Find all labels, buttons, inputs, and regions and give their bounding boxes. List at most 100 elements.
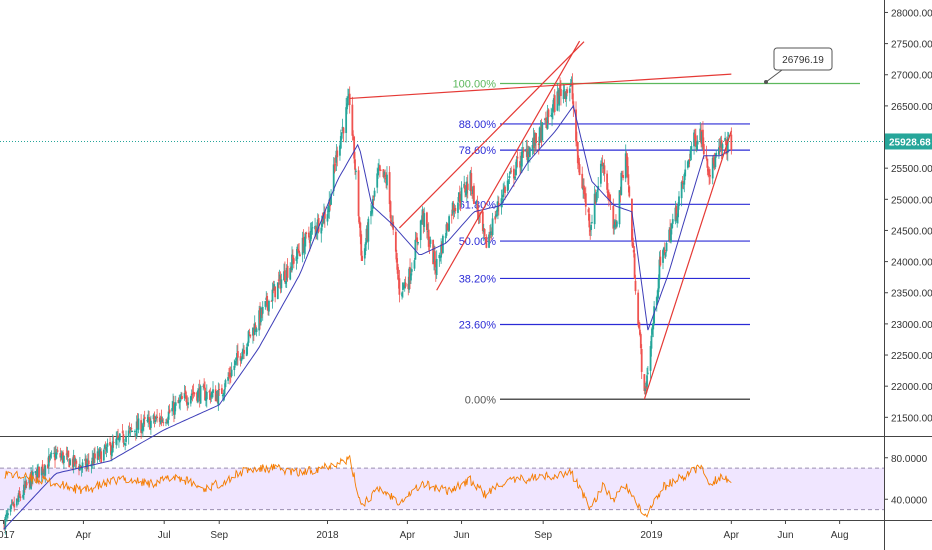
candle-body xyxy=(513,177,516,179)
candle-body xyxy=(665,242,668,252)
candle-body xyxy=(383,171,386,177)
candle-body xyxy=(559,84,561,90)
candle-body xyxy=(102,449,105,461)
candle-body xyxy=(708,169,711,176)
candle-body xyxy=(12,502,15,504)
candle-body xyxy=(336,150,339,158)
time-tick-label: Apr xyxy=(76,530,92,541)
candle-body xyxy=(156,416,158,418)
candle-body xyxy=(680,181,683,199)
candle-body xyxy=(141,425,144,431)
candle-body xyxy=(359,222,362,237)
candle-body xyxy=(709,175,711,177)
candle-body xyxy=(38,466,40,478)
candle-body xyxy=(10,504,13,506)
candle-body xyxy=(130,427,133,430)
candle-body xyxy=(639,329,641,335)
candle-body xyxy=(192,391,195,394)
candle-body xyxy=(603,165,606,174)
price-callout-pointer xyxy=(765,69,783,83)
trendline[interactable] xyxy=(643,130,732,400)
candle-body xyxy=(233,365,236,371)
candle-body xyxy=(122,434,125,443)
candle-body xyxy=(347,97,349,106)
candle-body xyxy=(274,286,277,298)
candle-body xyxy=(55,452,57,459)
candle-body xyxy=(653,306,656,324)
candle-body xyxy=(583,185,585,195)
candle-body xyxy=(118,433,121,441)
candle-body xyxy=(599,163,602,184)
candle-body xyxy=(483,228,486,237)
candle-body xyxy=(289,267,292,280)
candle-body xyxy=(248,332,251,334)
candle-body xyxy=(134,431,136,433)
candle-body xyxy=(224,380,227,388)
candle-body xyxy=(303,243,306,253)
candle-body xyxy=(204,387,206,401)
trendlines[interactable] xyxy=(349,40,732,400)
candle-body xyxy=(310,228,313,233)
candle-body xyxy=(658,259,661,280)
trendline[interactable] xyxy=(398,41,585,229)
candle-body xyxy=(291,257,294,259)
candle-body xyxy=(131,430,134,432)
candle-body xyxy=(117,435,119,439)
candle-body xyxy=(644,387,647,391)
candle-body xyxy=(358,217,361,225)
candle-body xyxy=(686,161,689,168)
candle-body xyxy=(63,455,65,463)
candle-body xyxy=(50,453,53,455)
candle-body xyxy=(537,143,540,146)
candle-body xyxy=(528,147,531,158)
candle-body xyxy=(429,239,432,244)
candle-body xyxy=(53,452,56,454)
time-tick-label: Jun xyxy=(453,530,469,541)
price-tick-label: 24000.00 xyxy=(891,258,932,269)
candle-body xyxy=(675,206,678,220)
candle-body xyxy=(626,157,629,178)
candle-body xyxy=(628,186,631,197)
candle-body xyxy=(404,282,407,287)
candle-body xyxy=(361,255,364,261)
candle-body xyxy=(22,494,24,498)
candle-body xyxy=(67,450,70,457)
candle-body xyxy=(481,211,484,231)
candle-body xyxy=(345,107,348,133)
candle-body xyxy=(112,441,115,443)
candle-body xyxy=(286,265,289,278)
candle-body xyxy=(348,93,351,105)
candle-body xyxy=(264,301,267,307)
candle-body xyxy=(726,138,729,153)
rsi-indicator xyxy=(4,454,732,518)
candle-body xyxy=(189,396,192,404)
fib-level-label: 38.20% xyxy=(459,273,497,285)
candle-body xyxy=(370,211,372,217)
candle-body xyxy=(684,169,687,177)
price-callout-box[interactable] xyxy=(773,47,833,71)
candle-body xyxy=(570,80,573,82)
candle-body xyxy=(514,169,517,176)
candle-body xyxy=(640,349,643,372)
candle-body xyxy=(371,198,374,209)
candle-body xyxy=(662,247,665,251)
candle-body xyxy=(373,190,376,197)
candle-body xyxy=(417,242,419,244)
candle-body xyxy=(390,220,393,222)
trendline[interactable] xyxy=(436,40,581,291)
candle-body xyxy=(433,251,436,268)
candle-body xyxy=(702,129,704,147)
candle-body xyxy=(55,452,58,455)
candle-body xyxy=(718,147,720,155)
candle-body xyxy=(49,454,52,458)
candle-body xyxy=(103,445,106,449)
fibonacci-retracement[interactable]: 100.00%88.00%78.60%61.80%50.00%38.20%23.… xyxy=(453,78,860,406)
candle-body xyxy=(326,214,329,222)
candle-body xyxy=(339,145,341,156)
candle-body xyxy=(551,113,553,118)
candle-body xyxy=(110,450,113,457)
candle-body xyxy=(17,493,20,503)
candle-body xyxy=(384,174,387,177)
candle-body xyxy=(450,214,453,216)
candle-body xyxy=(466,183,469,190)
